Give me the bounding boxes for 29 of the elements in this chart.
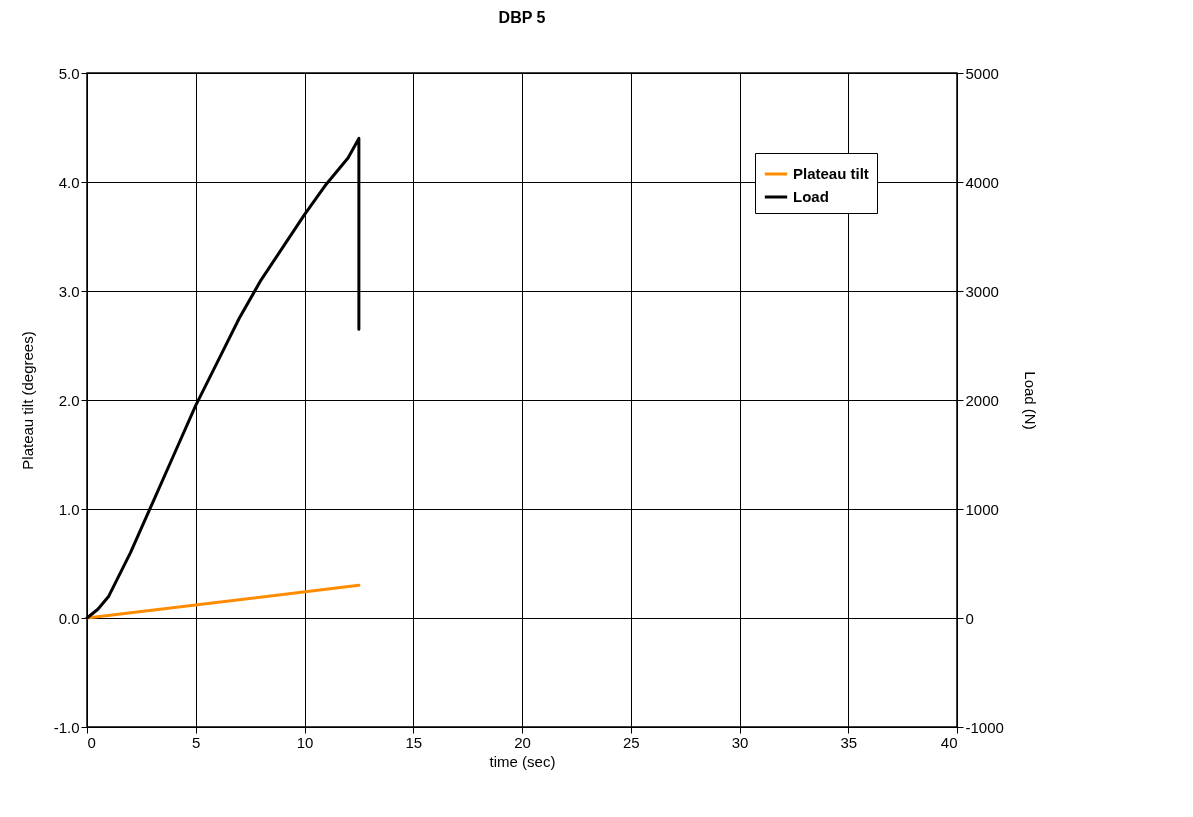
y2-tick-label: -1000 xyxy=(965,718,1004,736)
x-tick-label: 20 xyxy=(514,733,531,751)
y-tick-label: 5.0 xyxy=(58,64,80,82)
x-axis-title: time (sec) xyxy=(489,752,556,770)
x-tick-label: 10 xyxy=(296,733,314,751)
y2-tick-label: 2000 xyxy=(965,391,999,409)
x-tick-label: 5 xyxy=(192,733,201,751)
x-tick-label: 40 xyxy=(940,733,958,751)
y2-tick-label: 3000 xyxy=(965,282,999,300)
y-tick-label: 1.0 xyxy=(58,500,80,518)
x-tick-label: 15 xyxy=(405,733,423,751)
y2-tick-label: 0 xyxy=(965,609,974,627)
y-tick-label: 2.0 xyxy=(58,391,80,409)
x-tick-label: 25 xyxy=(622,733,640,751)
x-tick-label: 0 xyxy=(87,733,96,751)
x-tick-label: 35 xyxy=(840,733,858,751)
y-tick-label: 4.0 xyxy=(58,173,80,191)
legend-label: Load xyxy=(793,188,829,205)
y2-tick-label: 1000 xyxy=(965,500,999,518)
y2-tick-label: 5000 xyxy=(965,64,999,82)
y2-tick-label: 4000 xyxy=(965,173,999,191)
y-tick-label: -1.0 xyxy=(53,718,80,736)
y-tick-label: 3.0 xyxy=(58,282,80,300)
chart-title: DBP 5 xyxy=(498,9,546,26)
y2-axis-title: Load (N) xyxy=(1021,371,1039,430)
y-tick-label: 0.0 xyxy=(58,609,80,627)
y-axis-title: Plateau tilt (degrees) xyxy=(18,331,36,470)
legend-label: Plateau tilt xyxy=(793,165,869,182)
x-tick-label: 30 xyxy=(731,733,749,751)
